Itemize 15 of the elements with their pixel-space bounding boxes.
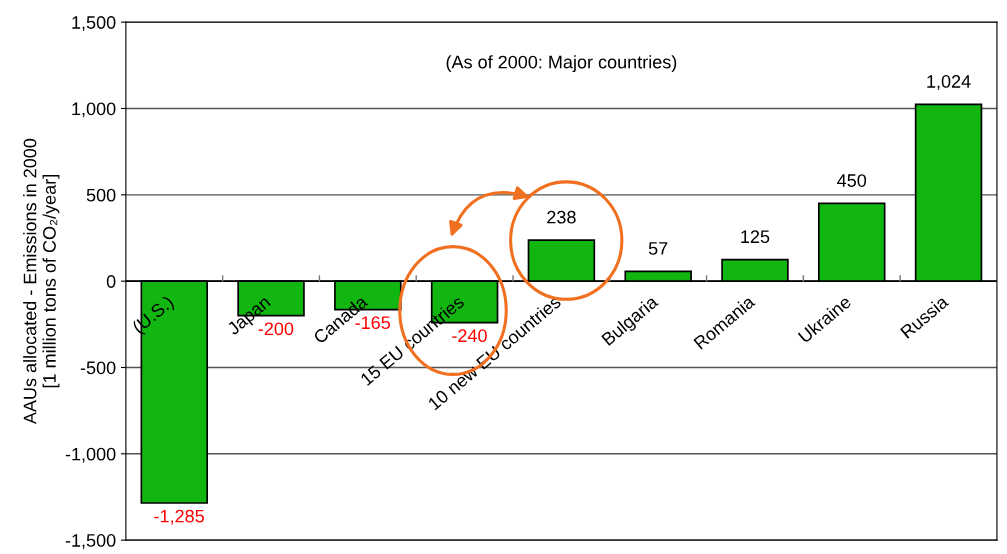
y-tick-label: -1,500: [65, 534, 116, 549]
data-label: 238: [547, 210, 576, 224]
y-axis-title: AAUs allocated - Emissions in 2000 [1 million tons of CO₂/year]: [23, 138, 60, 425]
y-tick-label: 500: [86, 188, 116, 202]
y-tick-label: 1,500: [72, 16, 116, 32]
data-label: 450: [837, 174, 867, 187]
data-label: -1,285: [154, 509, 204, 525]
y-tick-label: 1,000: [72, 102, 116, 118]
data-label: 1,024: [927, 75, 971, 90]
data-label: 57: [648, 242, 668, 255]
data-label: 125: [741, 230, 770, 244]
y-tick-label: 0: [106, 275, 116, 288]
annotation: (As of 2000: Major countries): [446, 55, 677, 73]
y-tick-label: -500: [80, 361, 116, 375]
y-tick-label: -1,000: [65, 447, 116, 463]
